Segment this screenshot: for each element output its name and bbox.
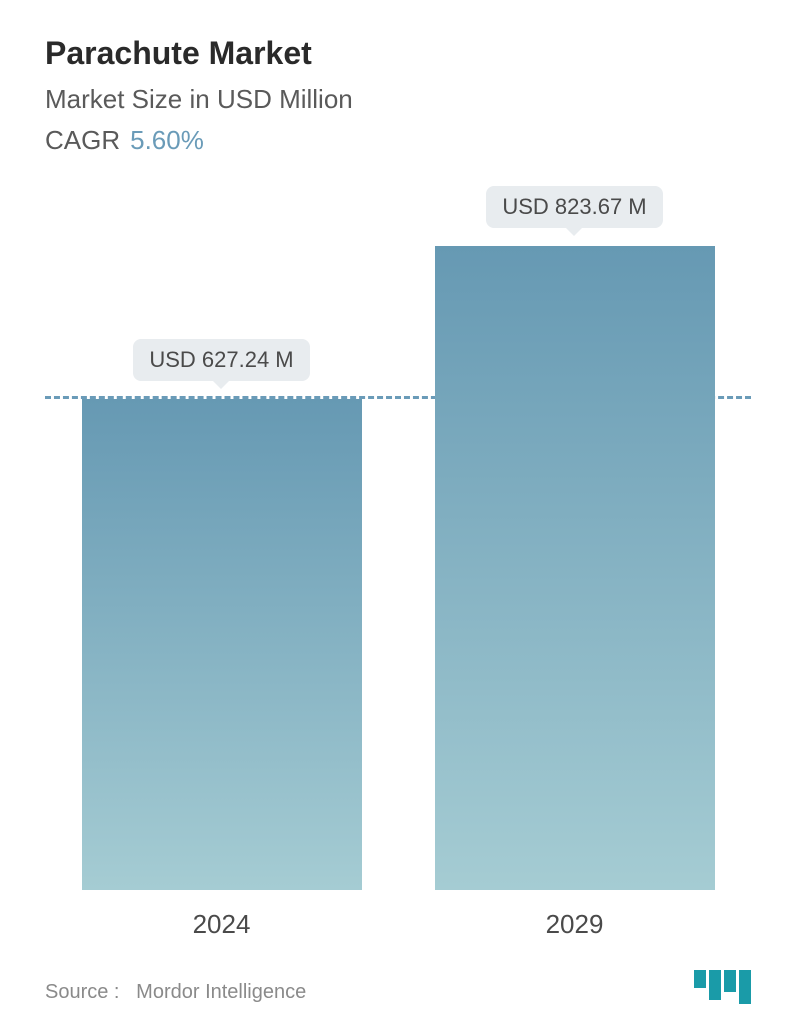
source-name: Mordor Intelligence <box>136 981 306 1003</box>
bars-container: USD 627.24 M USD 823.67 M <box>45 186 751 890</box>
bar-group: USD 823.67 M <box>435 186 715 890</box>
chart-title: Parachute Market <box>45 35 751 72</box>
chart-area: USD 627.24 M USD 823.67 M 2024 2029 <box>45 186 751 940</box>
chart-footer: Source : Mordor Intelligence <box>45 960 751 1004</box>
x-axis-label: 2029 <box>435 909 715 940</box>
bar <box>82 399 362 890</box>
source-label: Source : <box>45 981 119 1003</box>
bar-value-label: USD 627.24 M <box>133 339 309 381</box>
x-axis-labels: 2024 2029 <box>45 909 751 940</box>
bar-value-label: USD 823.67 M <box>486 186 662 228</box>
cagr-value: 5.60% <box>130 125 204 155</box>
x-axis-label: 2024 <box>82 909 362 940</box>
bar-group: USD 627.24 M <box>82 186 362 890</box>
bar <box>435 246 715 890</box>
brand-logo-icon <box>694 970 751 1004</box>
cagr-label: CAGR <box>45 125 120 155</box>
source-text: Source : Mordor Intelligence <box>45 981 306 1004</box>
chart-subtitle: Market Size in USD Million <box>45 84 751 115</box>
cagr-row: CAGR 5.60% <box>45 125 751 156</box>
